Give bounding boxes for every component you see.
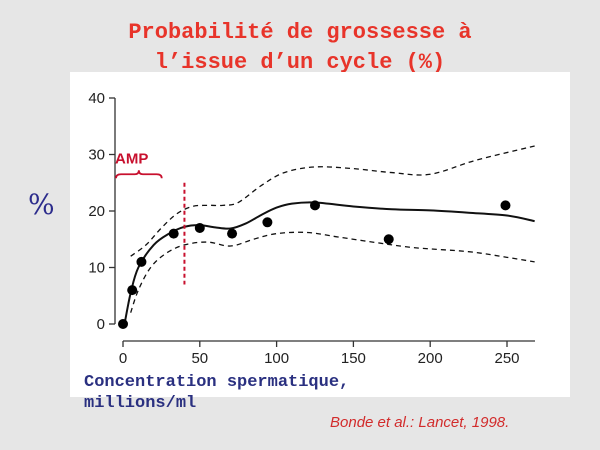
data-point: [136, 256, 147, 267]
chart-axes: 0 10 20 30 40 0 50 100 150 200 250: [88, 90, 535, 367]
y-tick-label: 0: [97, 316, 105, 333]
y-tick-label: 20: [88, 203, 105, 220]
data-point: [227, 228, 238, 239]
ci-upper-line: [130, 145, 535, 257]
data-point: [194, 222, 205, 233]
x-tick-label: 0: [119, 350, 127, 367]
data-point: [127, 285, 138, 296]
fitted-curve: [123, 201, 535, 325]
slide-title: Probabilité de grossesse à l’issue d’un …: [0, 18, 600, 78]
data-point: [118, 319, 128, 329]
title-line-1: Probabilité de grossesse à: [128, 20, 472, 45]
amp-annotation: AMP: [115, 151, 163, 179]
x-axis-label-line-1: Concentration spermatique,: [84, 373, 350, 392]
data-point: [310, 200, 320, 211]
x-tick-label: 200: [418, 350, 443, 367]
ci-lower-line: [130, 231, 535, 313]
data-point: [383, 234, 394, 245]
y-axis-symbol: %: [28, 188, 55, 221]
y-tick-label: 10: [88, 260, 105, 277]
title-line-2: l’issue d’un cycle (%): [154, 50, 446, 75]
confidence-band: [130, 145, 535, 313]
amp-label: AMP: [115, 151, 148, 168]
x-tick-label: 100: [264, 350, 289, 367]
x-tick-label: 150: [341, 350, 366, 367]
x-axis-label: Concentration spermatique, millions/ml: [84, 372, 349, 414]
x-axis-label-line-2: millions/ml: [84, 394, 197, 413]
pregnancy-probability-chart: 0 10 20 30 40 0 50 100 150 200 250 AMP: [88, 90, 535, 367]
data-point: [168, 228, 179, 239]
amp-bracket: [115, 170, 163, 179]
data-points: [118, 200, 511, 329]
data-point: [262, 217, 273, 228]
x-tick-label: 50: [191, 350, 208, 367]
fit-curve-line: [123, 201, 535, 325]
y-tick-label: 30: [88, 147, 105, 164]
citation: Bonde et al.: Lancet, 1998.: [330, 414, 510, 431]
data-point: [500, 200, 511, 211]
y-tick-label: 40: [88, 90, 105, 107]
x-tick-label: 250: [494, 350, 519, 367]
